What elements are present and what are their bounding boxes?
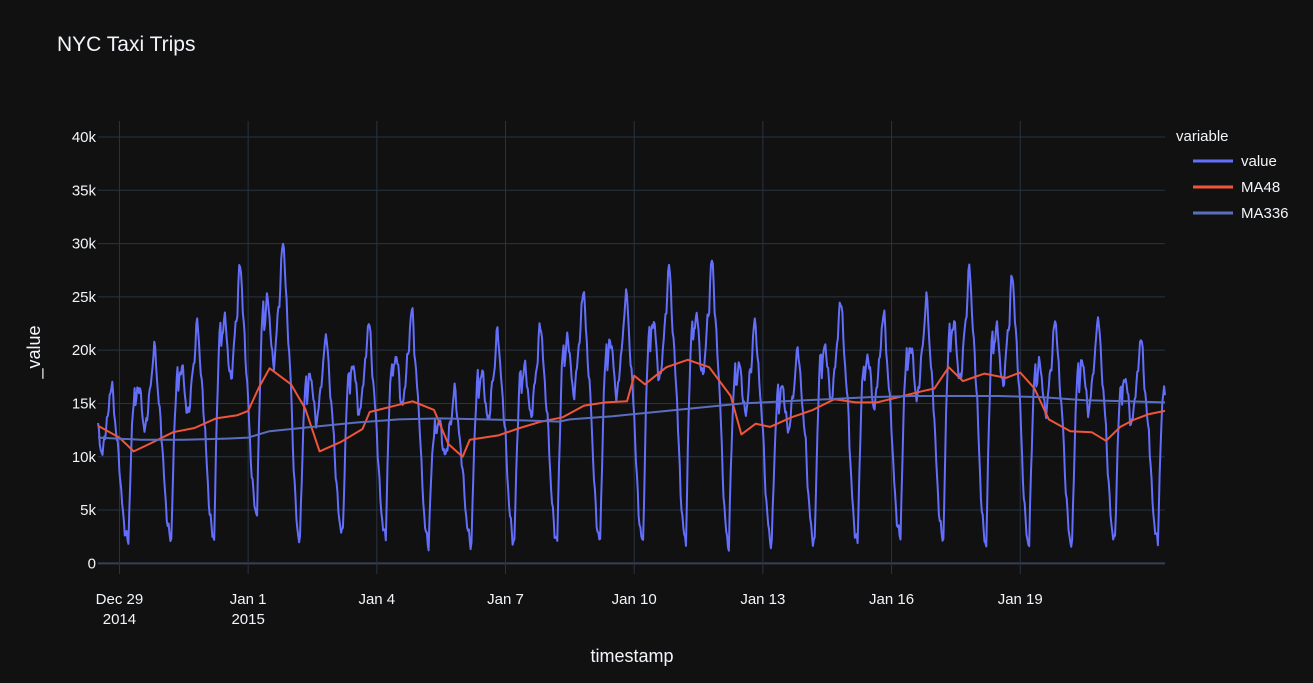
legend-label-value: value [1241,153,1277,170]
legend-label-ma336: MA336 [1241,205,1289,222]
y-axis-ticks: 0 5k 10k 15k 20k 25k 30k 35k 40k [72,129,97,572]
x-tick-label: Jan 7 [487,591,524,608]
y-tick-label: 0 [88,555,96,572]
x-tick-label-year: 2014 [103,611,136,628]
x-tick-label: Jan 19 [998,591,1043,608]
gridlines [98,121,1165,574]
legend: variable value MA48 MA336 [1176,128,1289,222]
y-tick-label: 30k [72,236,97,253]
x-tick-label: Jan 4 [358,591,395,608]
y-tick-label: 5k [80,502,96,519]
series-line-ma336 [97,395,1166,441]
x-tick-label: Dec 29 [96,591,144,608]
y-tick-label: 25k [72,289,97,306]
y-tick-label: 35k [72,182,97,199]
chart-title: NYC Taxi Trips [57,33,195,56]
x-tick-label-year: 2015 [231,611,264,628]
x-tick-label: Jan 10 [612,591,657,608]
x-tick-label: Jan 13 [740,591,785,608]
series-line-ma48 [97,358,1166,458]
legend-label-ma48: MA48 [1241,179,1280,196]
y-tick-label: 20k [72,342,97,359]
y-tick-label: 15k [72,395,97,412]
x-axis-title: timestamp [590,646,673,666]
x-tick-label: Jan 16 [869,591,914,608]
series-line-value [97,242,1166,552]
legend-title: variable [1176,128,1229,145]
y-tick-label: 40k [72,129,97,146]
y-tick-label: 10k [72,449,97,466]
x-tick-label: Jan 1 [230,591,267,608]
x-axis-ticks: Dec 29 2014 Jan 1 2015 Jan 4 Jan 7 Jan 10 Jan 1… [96,591,1043,628]
plot-area [97,242,1166,552]
y-axis-title: _value [24,325,45,379]
